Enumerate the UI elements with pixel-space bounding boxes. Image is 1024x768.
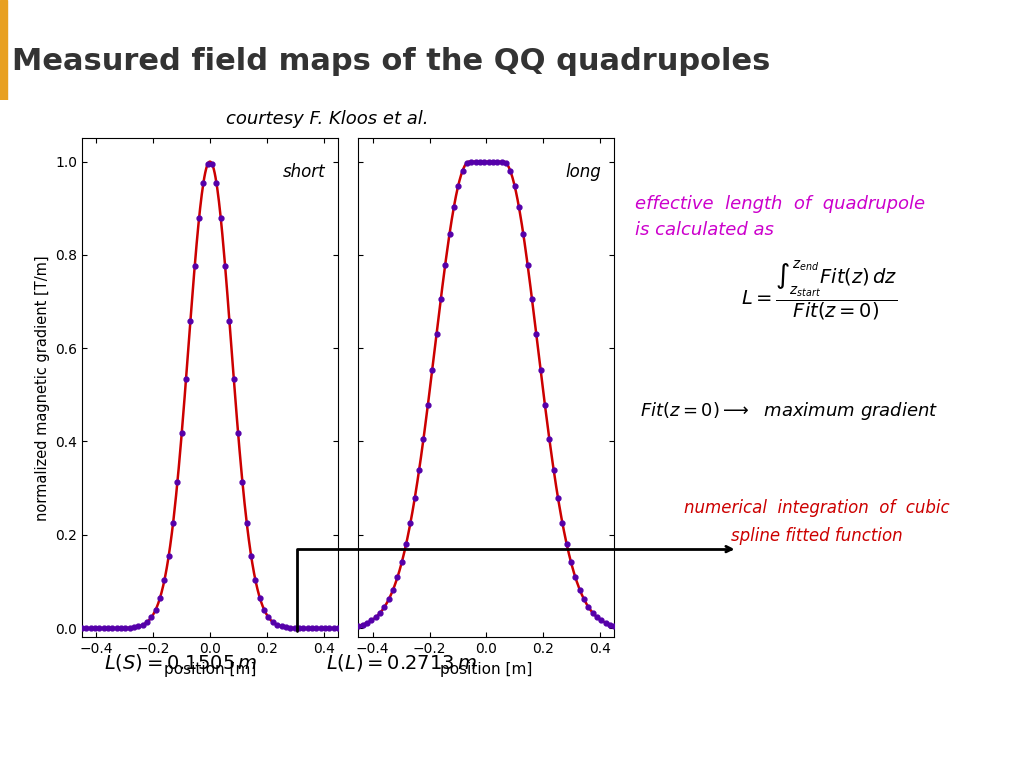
Text: $Fit(z=0) \longrightarrow$  maximum gradient: $Fit(z=0) \longrightarrow$ maximum gradi… [640, 400, 939, 422]
Text: courtesy F. Kloos et al.: courtesy F. Kloos et al. [226, 110, 429, 128]
Text: effective  length  of  quadrupole: effective length of quadrupole [635, 194, 925, 213]
Text: 9/14/2024: 9/14/2024 [840, 740, 910, 754]
Text: long: long [566, 164, 601, 181]
Text: spline fitted function: spline fitted function [731, 527, 902, 545]
Text: Measured field maps of the QQ quadrupoles: Measured field maps of the QQ quadrupole… [12, 48, 771, 76]
X-axis label: position [m]: position [m] [164, 662, 256, 677]
Text: $L(L) = 0.2713\,m$: $L(L) = 0.2713\,m$ [326, 652, 476, 673]
X-axis label: position [m]: position [m] [440, 662, 532, 677]
Bar [0, 0, 7, 100]
Text: C. Xiao, PSU/GSI, QQ investigation: C. Xiao, PSU/GSI, QQ investigation [20, 740, 258, 754]
Y-axis label: normalized magnetic gradient [T/m]: normalized magnetic gradient [T/m] [35, 255, 49, 521]
Text: numerical  integration  of  cubic: numerical integration of cubic [684, 499, 949, 517]
Text: 8: 8 [984, 740, 993, 754]
Text: is calculated as: is calculated as [635, 221, 774, 240]
Text: $L(S) = 0.1505\,m$: $L(S) = 0.1505\,m$ [104, 652, 258, 673]
Text: short: short [283, 164, 326, 181]
Text: $L = \dfrac{\int_{z_{start}}^{z_{end}} Fit(z)\,dz}{Fit(z = 0)}$: $L = \dfrac{\int_{z_{start}}^{z_{end}} F… [741, 258, 897, 322]
